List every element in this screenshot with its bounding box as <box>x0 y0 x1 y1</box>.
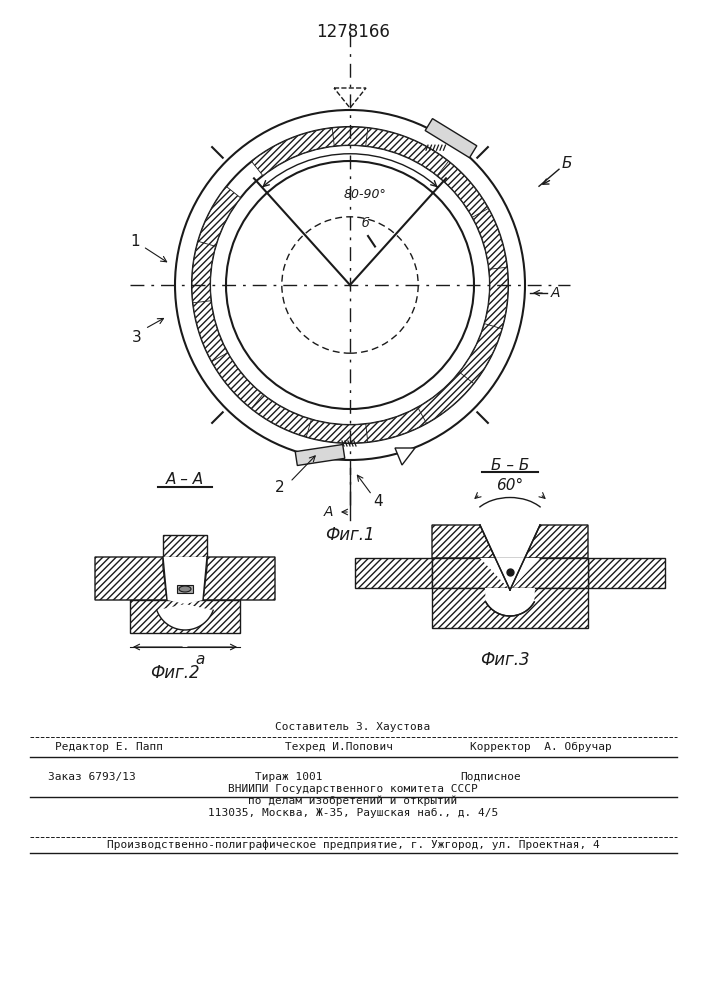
Text: ВНИИПИ Государственного комитета СССР: ВНИИПИ Государственного комитета СССР <box>228 784 478 794</box>
Polygon shape <box>432 588 588 628</box>
Polygon shape <box>418 147 489 217</box>
Polygon shape <box>334 88 366 108</box>
Polygon shape <box>252 128 334 176</box>
Polygon shape <box>366 394 448 442</box>
Polygon shape <box>355 558 432 588</box>
Polygon shape <box>485 588 535 616</box>
Polygon shape <box>193 301 240 383</box>
Text: Заказ 6793/13: Заказ 6793/13 <box>48 772 136 782</box>
Text: А – А: А – А <box>166 473 204 488</box>
Text: Фиг.2: Фиг.2 <box>150 664 200 682</box>
Polygon shape <box>460 301 507 383</box>
Text: 1: 1 <box>130 234 140 249</box>
Polygon shape <box>460 187 507 269</box>
Text: Корректор  А. Обручар: Корректор А. Обручар <box>470 742 612 752</box>
Polygon shape <box>395 448 415 465</box>
Polygon shape <box>296 444 345 466</box>
Polygon shape <box>203 557 275 600</box>
Polygon shape <box>425 119 477 158</box>
Text: 2: 2 <box>275 481 285 495</box>
Text: Составитель З. Хаустова: Составитель З. Хаустова <box>275 722 431 732</box>
Text: А: А <box>550 286 560 300</box>
Polygon shape <box>163 557 207 600</box>
Polygon shape <box>192 241 216 329</box>
Text: 60°: 60° <box>496 478 524 492</box>
Text: 4: 4 <box>373 494 382 510</box>
Polygon shape <box>432 558 588 588</box>
Text: Техред И.Попович: Техред И.Попович <box>285 742 393 752</box>
Text: 1278166: 1278166 <box>316 23 390 41</box>
Text: Б: Б <box>562 156 572 171</box>
Polygon shape <box>480 525 540 590</box>
Polygon shape <box>484 241 508 329</box>
Text: Подписное: Подписное <box>460 772 521 782</box>
Text: Фиг.3: Фиг.3 <box>480 651 530 669</box>
Text: Производственно-полиграфическое предприятие, г. Ужгород, ул. Проектная, 4: Производственно-полиграфическое предприя… <box>107 840 600 850</box>
Polygon shape <box>212 353 282 423</box>
Polygon shape <box>588 558 665 588</box>
Polygon shape <box>157 600 214 630</box>
Polygon shape <box>193 187 240 269</box>
Polygon shape <box>306 127 394 150</box>
Text: 113035, Москва, Ж-35, Раушская наб., д. 4/5: 113035, Москва, Ж-35, Раушская наб., д. … <box>208 808 498 818</box>
Text: а: а <box>195 652 205 666</box>
Ellipse shape <box>179 586 191 592</box>
Polygon shape <box>130 600 240 633</box>
Text: Фиг.1: Фиг.1 <box>325 526 375 544</box>
Text: А: А <box>323 505 333 519</box>
Polygon shape <box>432 525 588 590</box>
Text: Б – Б: Б – Б <box>491 458 529 473</box>
Polygon shape <box>480 558 540 590</box>
Polygon shape <box>366 128 448 176</box>
Text: Редактор Е. Папп: Редактор Е. Папп <box>55 742 163 752</box>
Bar <box>163 535 207 557</box>
Text: б: б <box>361 217 369 230</box>
Text: по делам изобретений и открытий: по делам изобретений и открытий <box>248 796 457 806</box>
Text: Тираж 1001: Тираж 1001 <box>255 772 322 782</box>
Polygon shape <box>306 420 394 443</box>
Text: 80-90°: 80-90° <box>344 188 386 200</box>
Polygon shape <box>418 353 489 423</box>
Polygon shape <box>252 394 334 442</box>
Bar <box>177 585 193 593</box>
Text: 3: 3 <box>132 330 142 345</box>
Polygon shape <box>95 557 167 600</box>
